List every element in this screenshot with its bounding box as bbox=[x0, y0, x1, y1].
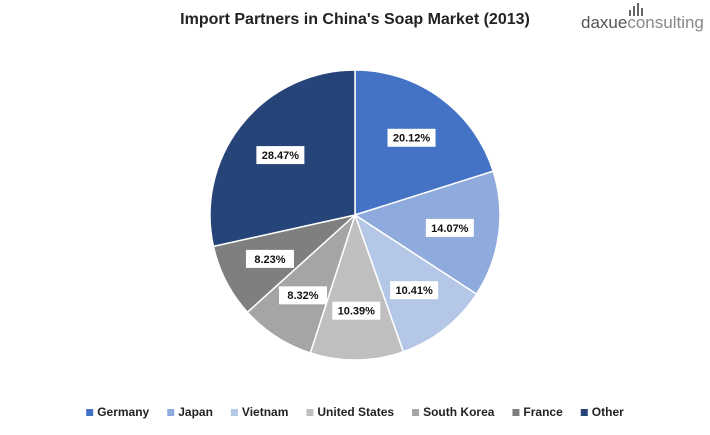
logo-text: daxueconsulting bbox=[581, 13, 704, 32]
legend-label: Other bbox=[592, 405, 624, 419]
logo-part: consulting bbox=[627, 13, 704, 32]
data-label: 14.07% bbox=[431, 223, 469, 235]
data-label: 28.47% bbox=[262, 150, 300, 162]
logo-bar bbox=[633, 6, 635, 16]
data-label-box bbox=[387, 128, 436, 147]
data-label: 20.12% bbox=[393, 133, 431, 145]
logo-bar bbox=[637, 3, 639, 16]
legend-swatch bbox=[167, 409, 175, 416]
logo: daxueconsulting bbox=[581, 3, 704, 32]
data-labels: 20.12% 14.07% 10.41% 10.39% 8.32% 8.23% 28.47% bbox=[245, 128, 474, 320]
logo-bar bbox=[641, 8, 643, 16]
legend-swatch bbox=[512, 409, 520, 416]
legend-swatch bbox=[412, 409, 420, 416]
legend-swatch bbox=[580, 409, 588, 416]
legend-label: Germany bbox=[97, 405, 149, 419]
data-label: 8.32% bbox=[287, 290, 318, 302]
chart-title: Import Partners in China's Soap Market (… bbox=[180, 11, 530, 28]
legend-label: United States bbox=[317, 405, 394, 419]
legend-swatch bbox=[86, 409, 94, 416]
data-label: 10.41% bbox=[396, 285, 434, 297]
data-label-box bbox=[332, 301, 381, 320]
data-label: 10.39% bbox=[338, 306, 376, 318]
legend-label: France bbox=[523, 405, 563, 419]
legend-label: Vietnam bbox=[242, 405, 288, 419]
data-label-box bbox=[425, 218, 474, 237]
data-label-box bbox=[390, 281, 439, 300]
data-label-box bbox=[278, 286, 327, 305]
logo-part: daxue bbox=[581, 13, 627, 32]
legend-label: Japan bbox=[178, 405, 213, 419]
legend-swatch bbox=[230, 409, 238, 416]
legend-label: South Korea bbox=[423, 405, 495, 419]
data-label-box bbox=[256, 146, 305, 165]
data-label: 8.23% bbox=[254, 254, 285, 266]
pie-slice bbox=[309, 212, 405, 361]
data-label-box bbox=[245, 249, 294, 268]
legend-swatch bbox=[306, 409, 314, 416]
legend: Germany Japan Vietnam United States South Ko… bbox=[86, 405, 624, 419]
logo-bar bbox=[629, 10, 631, 16]
